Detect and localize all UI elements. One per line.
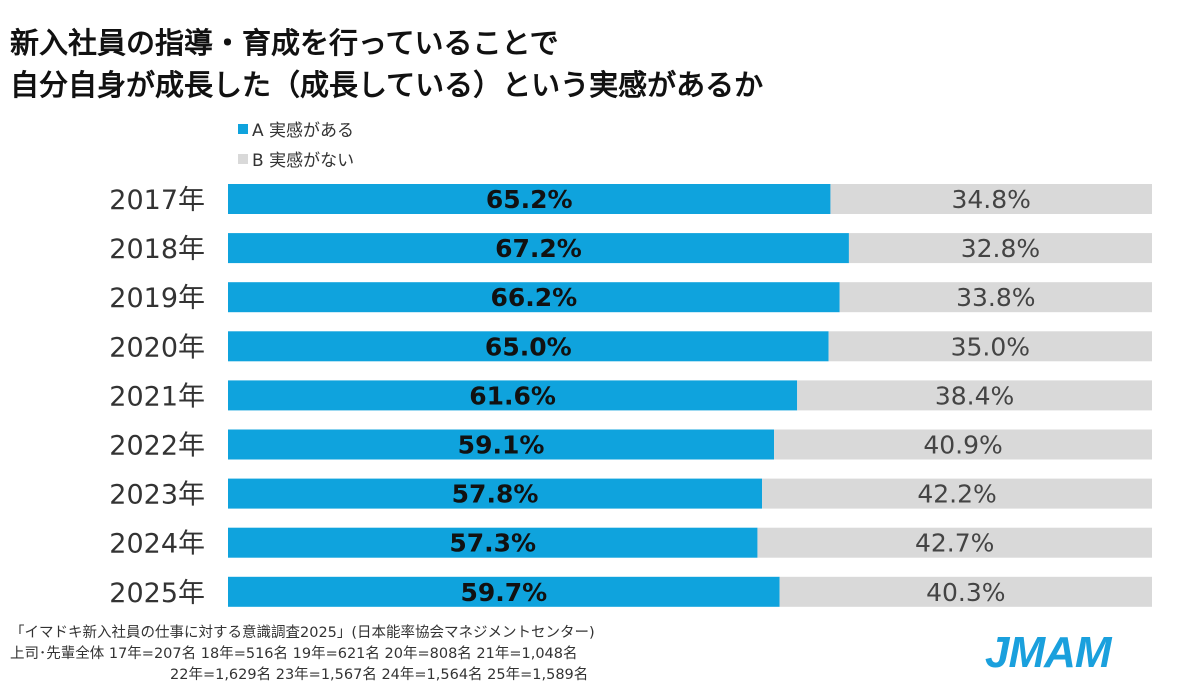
legend-swatch-a: [238, 123, 248, 134]
data-label-a: 67.2%: [495, 234, 582, 263]
bar-segment-a: [228, 527, 758, 558]
category-label: 2021年: [109, 381, 205, 412]
data-label-a: 57.8%: [452, 480, 539, 509]
category-label: 2022年: [109, 431, 205, 462]
category-label: 2025年: [109, 578, 205, 609]
source-note: 「イマドキ新入社員の仕事に対する意識調査2025」(日本能率協会マネジメントセン…: [10, 625, 595, 641]
data-label-b: 33.8%: [956, 283, 1035, 312]
data-label-a: 65.0%: [485, 332, 572, 361]
bar-segment-a: [228, 331, 829, 362]
sample-note-1: 上司･先輩全体 17年=207名 18年=516名 19年=621名 20年=8…: [10, 646, 578, 662]
chart-title-line1: 新入社員の指導・育成を行っていることで: [10, 26, 559, 60]
bar-segment-a: [228, 282, 840, 313]
data-label-b: 32.8%: [961, 234, 1040, 263]
legend-label-a: A 実感がある: [252, 121, 355, 141]
data-label-a: 59.1%: [458, 431, 545, 460]
bar-segment-b: [848, 233, 1152, 264]
legend-item-b: B 実感がない: [238, 146, 354, 171]
category-label: 2019年: [109, 283, 205, 314]
category-label: 2020年: [109, 332, 205, 363]
category-label: 2024年: [109, 529, 205, 560]
data-label-b: 40.3%: [926, 578, 1005, 607]
bar-segment-b: [757, 527, 1152, 558]
legend-item-a: A 実感がある: [238, 116, 354, 141]
data-label-a: 57.3%: [449, 529, 536, 558]
bar-segment-b: [830, 184, 1152, 214]
data-label-b: 34.8%: [952, 185, 1031, 214]
category-label: 2023年: [109, 480, 205, 511]
data-label-a: 59.7%: [460, 578, 547, 607]
jmam-logo: JMAM: [985, 628, 1112, 677]
legend-swatch-b: [238, 153, 248, 164]
data-label-b: 42.7%: [915, 529, 994, 558]
bar-segment-a: [228, 380, 798, 411]
data-label-b: 40.9%: [923, 431, 1002, 460]
bar-segment-b: [828, 331, 1152, 362]
legend-label-b: B 実感がない: [252, 151, 355, 171]
data-label-b: 35.0%: [951, 332, 1030, 361]
data-label-b: 42.2%: [917, 480, 996, 509]
bar-segment-b: [797, 380, 1152, 411]
bar-segment-b: [839, 282, 1152, 313]
bar-segment-b: [762, 478, 1152, 509]
bar-segment-a: [228, 478, 763, 509]
bar-segment-a: [228, 184, 831, 214]
data-label-a: 65.2%: [486, 185, 573, 214]
category-label: 2018年: [109, 234, 205, 265]
chart-title-line2: 自分自身が成長した（成長している）という実感があるか: [10, 68, 764, 102]
sample-note-2: 22年=1,629名 23年=1,567名 24年=1,564名 25年=1,5…: [170, 667, 589, 683]
bar-segment-a: [228, 429, 775, 460]
data-label-a: 61.6%: [469, 381, 556, 410]
bar-segment-a: [228, 233, 849, 264]
bar-segment-b: [774, 429, 1152, 460]
data-label-b: 38.4%: [935, 381, 1014, 410]
bar-segment-b: [779, 576, 1152, 607]
bar-segment-a: [228, 576, 780, 607]
category-label: 2017年: [109, 185, 205, 216]
data-label-a: 66.2%: [490, 283, 577, 312]
